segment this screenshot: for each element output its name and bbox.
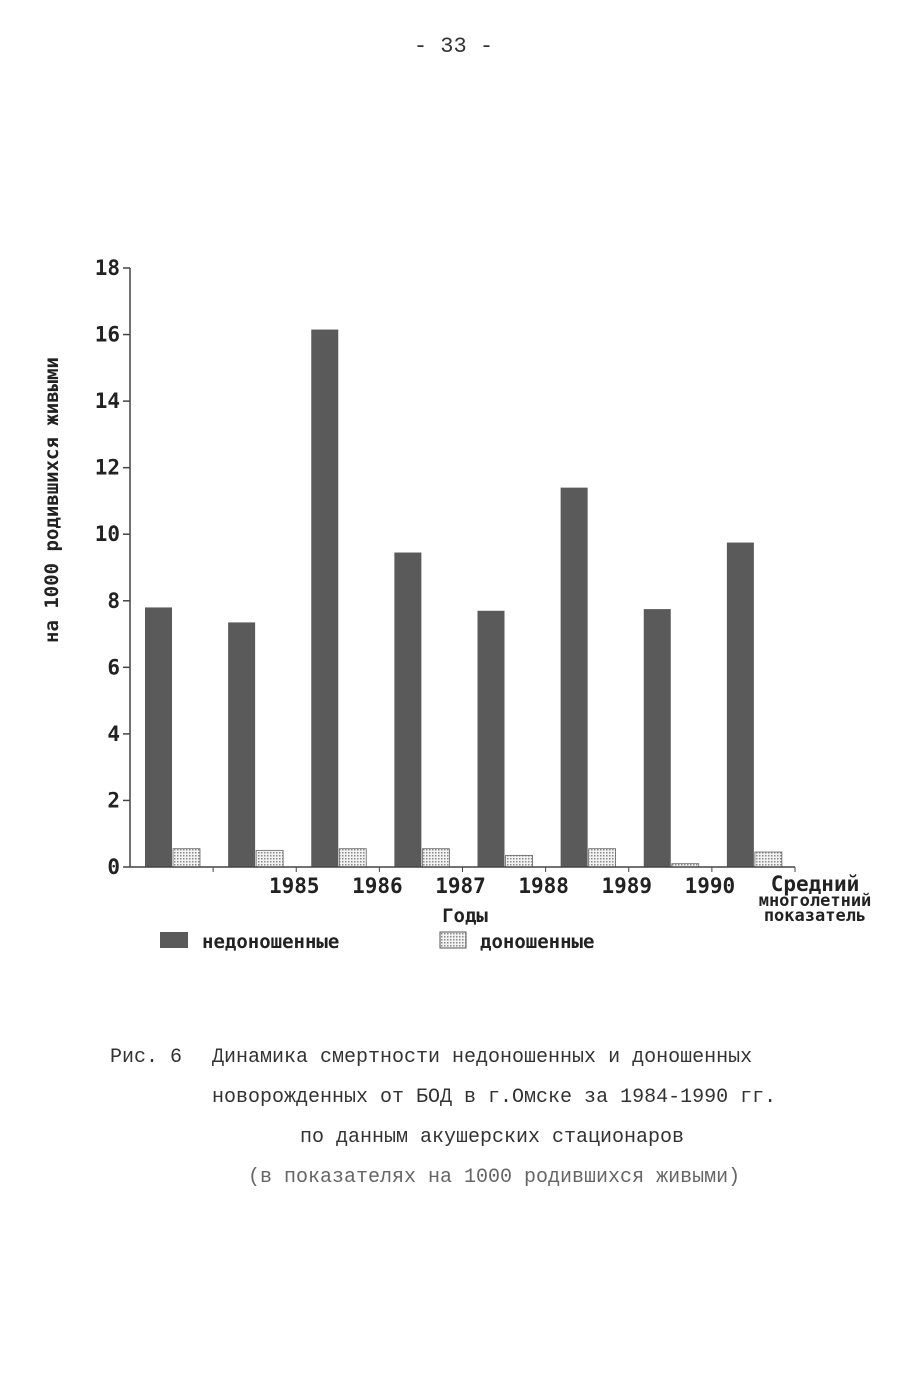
y-tick-label: 2 [107,788,120,812]
bar-term [172,848,201,868]
y-tick-label: 14 [95,389,120,413]
bar-term [588,848,617,868]
y-tick-label: 4 [107,722,120,746]
bar-chart: 0 2 4 6 8 10 12 14 16 18 1985 1986 1987 1988 1989 1990… [41,256,871,953]
y-tick-label: 0 [107,855,120,879]
bar-term [754,851,783,868]
y-tick-label: 12 [95,456,120,480]
bars [145,329,796,872]
x-tick-label: 1990 [685,874,736,898]
caption-line-1: Динамика смертности недоношенных и донош… [212,1046,753,1069]
y-axis-ticks: 0 2 4 6 8 10 12 14 16 18 [95,256,130,879]
caption-line-3: по данным акушерских стационаров [300,1126,685,1149]
figure-caption: Рис. 6 Динамика смертности недоношенных … [110,1038,870,1198]
legend-label-preterm: недоношенные [202,931,339,953]
bar-preterm [145,607,172,867]
x-tick-label: многолетний [759,891,872,911]
caption-line-4: (в показателях на 1000 родившихся живыми… [248,1166,741,1189]
x-tick-label: 1986 [352,874,403,898]
x-tick-label: 1988 [518,874,569,898]
y-axis-title: на 1000 родившихся живыми [41,357,63,643]
bar-term [505,854,533,868]
y-tick-label: 8 [107,589,120,613]
bar-preterm [228,622,256,867]
x-axis-title: Годы [442,905,488,927]
bar-term [421,848,450,868]
y-tick-label: 18 [95,256,120,280]
legend-swatch-term [439,931,467,949]
legend-swatch-preterm [160,932,188,948]
legend: недоношенные доношенные [160,931,594,953]
x-tick-label: 1989 [601,874,652,898]
bar-preterm [643,609,671,867]
axes [129,268,795,868]
bar-preterm [560,487,588,867]
x-axis-labels: 1985 1986 1987 1988 1989 1990 Средниймноголетн… [269,872,871,926]
x-tick-label: показатель [764,906,866,926]
y-tick-label: 6 [107,655,120,679]
bar-preterm [726,542,754,867]
legend-label-term: доношенные [480,931,594,953]
caption-label: Рис. 6 [110,1046,183,1069]
x-tick-label: 1987 [435,874,486,898]
caption-line-2: новорожденных от БОД в г.Омске за 1984-1… [212,1086,777,1109]
y-tick-label: 10 [95,522,120,546]
bar-term [338,848,367,868]
bar-term [255,849,284,868]
x-tick-label: 1985 [269,874,320,898]
bar-preterm [477,610,505,867]
y-tick-label: 16 [95,323,120,347]
bar-preterm [394,552,422,867]
bar-preterm [311,329,339,867]
x-tick-label: Средний [771,872,860,896]
page-number: - 33 - [413,34,494,59]
